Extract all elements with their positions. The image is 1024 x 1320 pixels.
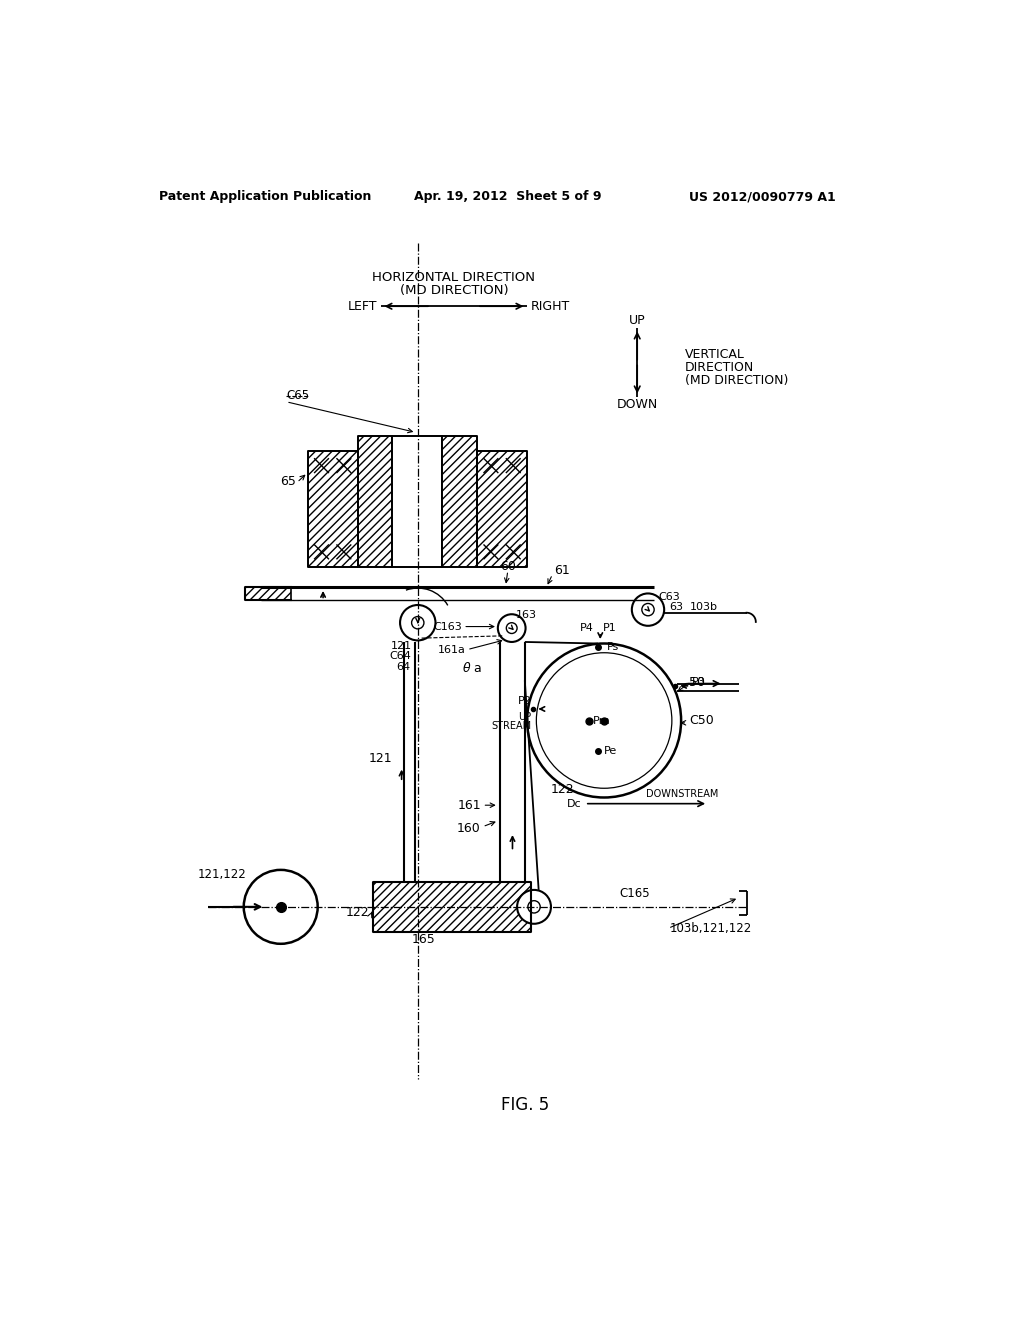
Text: 121: 121 [369, 752, 392, 766]
Circle shape [632, 594, 665, 626]
Circle shape [537, 653, 672, 788]
Text: 122: 122 [550, 783, 573, 796]
Bar [245, 586, 291, 601]
Text: 163: 163 [515, 610, 537, 620]
Circle shape [527, 644, 681, 797]
Text: 121,122: 121,122 [198, 869, 246, 880]
Text: Ps: Ps [607, 643, 620, 652]
Text: DIRECTION: DIRECTION [685, 362, 755, 375]
Text: HORIZONTAL DIRECTION: HORIZONTAL DIRECTION [373, 271, 536, 284]
Text: 165: 165 [412, 933, 435, 946]
Text: Apr. 19, 2012  Sheet 5 of 9: Apr. 19, 2012 Sheet 5 of 9 [414, 190, 602, 203]
Text: STREAM: STREAM [492, 721, 531, 731]
Text: 61: 61 [554, 564, 569, 577]
Text: Patent Application Publication: Patent Application Publication [159, 190, 372, 203]
Bar [307, 451, 357, 566]
Text: 103b,121,122: 103b,121,122 [670, 921, 752, 935]
Text: C63: C63 [658, 591, 681, 602]
Text: P2: P2 [518, 696, 531, 706]
Text: RIGHT: RIGHT [531, 300, 570, 313]
Text: P3: P3 [692, 677, 706, 686]
Text: 160: 160 [457, 822, 481, 834]
Text: Pm: Pm [593, 715, 610, 726]
Circle shape [412, 616, 424, 628]
Text: 63: 63 [670, 602, 684, 611]
Text: 121: 121 [390, 640, 412, 651]
Circle shape [244, 870, 317, 944]
Text: DOWNSTREAM: DOWNSTREAM [646, 789, 719, 800]
Circle shape [506, 623, 517, 634]
Text: 103b: 103b [689, 602, 718, 611]
Text: LEFT: LEFT [347, 300, 377, 313]
Text: 50: 50 [689, 676, 705, 689]
Text: UP: UP [629, 314, 645, 326]
Text: C65: C65 [286, 389, 309, 403]
Text: 60: 60 [500, 560, 516, 573]
Text: VERTICAL: VERTICAL [685, 348, 744, 362]
Text: Dc: Dc [566, 799, 581, 809]
Text: FIG. 5: FIG. 5 [501, 1097, 549, 1114]
Text: P4: P4 [581, 623, 594, 634]
Circle shape [400, 605, 435, 640]
Text: C163: C163 [433, 622, 462, 631]
Text: C165: C165 [620, 887, 650, 900]
Text: (MD DIRECTION): (MD DIRECTION) [399, 284, 508, 297]
Bar [442, 436, 477, 566]
Text: 65: 65 [281, 475, 296, 488]
Text: US 2012/0090779 A1: US 2012/0090779 A1 [688, 190, 836, 203]
Circle shape [528, 900, 541, 913]
Text: C50: C50 [689, 714, 714, 727]
Text: (MD DIRECTION): (MD DIRECTION) [685, 375, 788, 388]
Text: 161: 161 [458, 799, 481, 812]
Bar [373, 882, 531, 932]
Text: DOWN: DOWN [616, 399, 657, 412]
Circle shape [498, 614, 525, 642]
Bar [477, 451, 527, 566]
Text: UP: UP [518, 711, 531, 722]
Text: 161a: 161a [437, 644, 466, 655]
Bar [392, 436, 442, 566]
Text: 122: 122 [346, 907, 370, 920]
Text: Pe: Pe [604, 746, 617, 756]
Text: P1: P1 [603, 623, 617, 634]
Text: $\theta$ a: $\theta$ a [462, 661, 482, 675]
Bar [357, 436, 392, 566]
Circle shape [642, 603, 654, 616]
Text: 64: 64 [396, 661, 410, 672]
Circle shape [517, 890, 551, 924]
Text: C64: C64 [390, 651, 412, 661]
